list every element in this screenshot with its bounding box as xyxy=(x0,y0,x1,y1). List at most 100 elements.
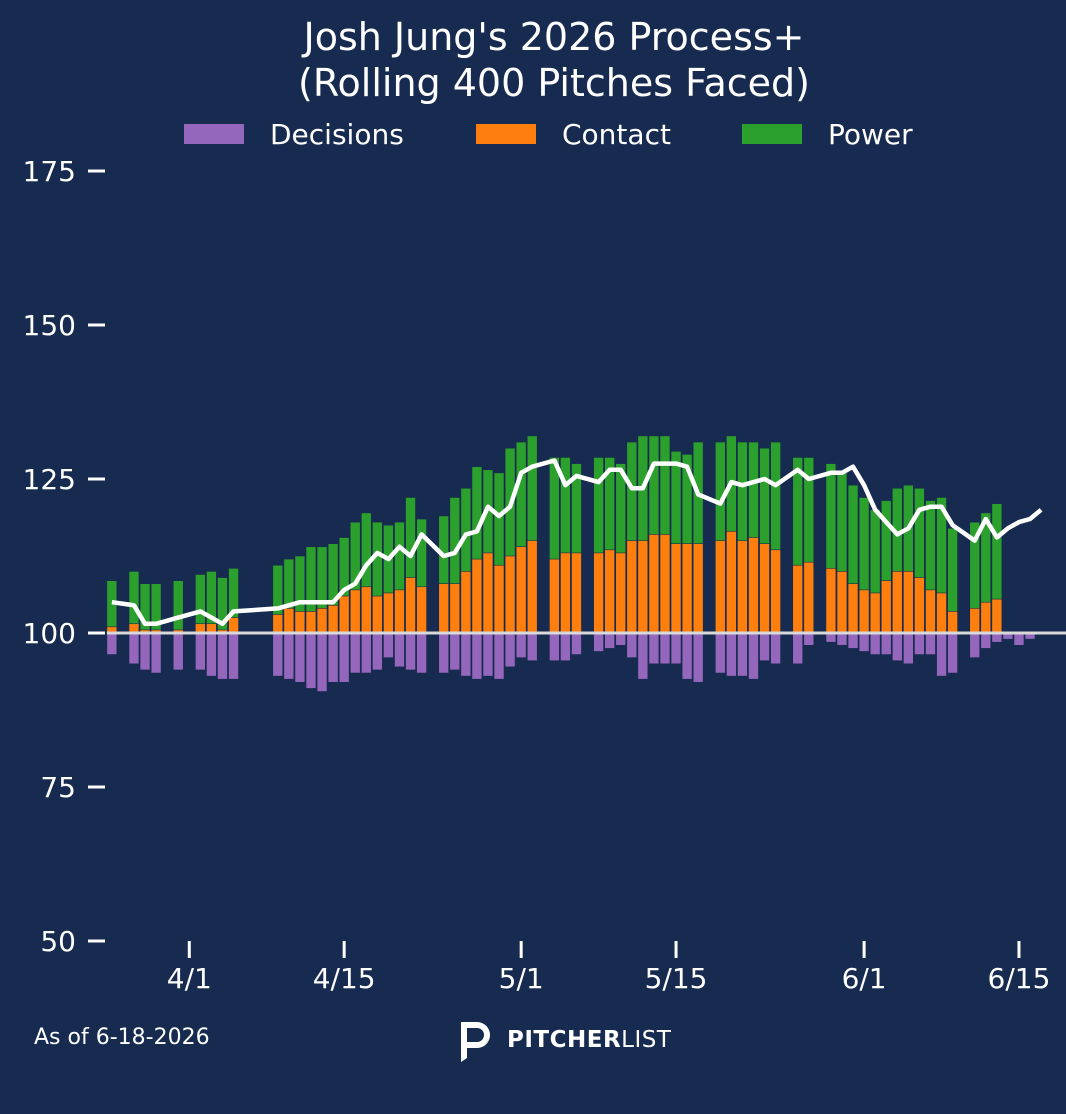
contact-bar xyxy=(449,583,461,634)
contact-bar xyxy=(272,614,284,634)
decisions-bar xyxy=(903,632,914,665)
decisions-bar xyxy=(692,632,704,683)
logo-text-bold: PITCHER xyxy=(507,1027,622,1053)
decisions-bar xyxy=(571,632,582,655)
y-tick-label: 100 xyxy=(23,617,76,650)
contact-bar xyxy=(526,540,538,634)
contact-bar xyxy=(327,604,339,634)
decisions-bar xyxy=(869,632,881,655)
decisions-bar xyxy=(593,632,604,652)
contact-bar xyxy=(515,546,527,634)
x-tick-label: 4/15 xyxy=(313,962,376,995)
decisions-bar xyxy=(737,632,748,677)
contact-bar xyxy=(803,561,815,634)
contact-bars xyxy=(106,531,1003,634)
chart-title-line-1: Josh Jung's 2026 Process+ xyxy=(301,15,804,59)
contact-bar xyxy=(969,608,981,634)
contact-bar xyxy=(659,534,671,634)
decisions-bar xyxy=(615,632,627,646)
decisions-bar xyxy=(748,632,759,680)
contact-bar xyxy=(394,589,405,634)
y-tick-label: 75 xyxy=(40,771,76,804)
chart-legend: Decisions Contact Power xyxy=(184,118,913,151)
decisions-bar xyxy=(858,632,870,652)
y-axis: 175 150 125 100 75 50 xyxy=(23,155,105,958)
decisions-bar xyxy=(515,632,527,658)
contact-bar xyxy=(460,571,472,634)
decisions-bar xyxy=(914,632,925,655)
legend-label-decisions: Decisions xyxy=(270,118,404,151)
contact-bar xyxy=(493,564,505,634)
contact-bar xyxy=(825,568,837,634)
decisions-bar xyxy=(770,632,781,665)
contact-bar xyxy=(770,549,781,634)
decisions-bar xyxy=(272,632,284,677)
decisions-bar xyxy=(847,632,859,649)
contact-bar xyxy=(383,592,394,634)
decisions-bars xyxy=(106,632,1036,692)
decisions-bar xyxy=(394,632,405,668)
x-tick-label: 5/1 xyxy=(499,962,544,995)
x-tick-label: 5/15 xyxy=(645,962,708,995)
x-tick-label: 6/1 xyxy=(842,962,887,995)
contact-bar xyxy=(715,540,726,634)
contact-bar xyxy=(847,583,859,634)
decisions-bar xyxy=(836,632,848,646)
contact-bar xyxy=(726,531,737,634)
contact-bar xyxy=(405,577,416,634)
decisions-bar xyxy=(172,632,184,671)
contact-bar xyxy=(869,592,881,634)
contact-bar xyxy=(980,601,992,634)
decisions-bar xyxy=(195,632,206,671)
contact-bar xyxy=(228,617,239,634)
contact-bar xyxy=(560,552,571,634)
contact-bar xyxy=(880,580,892,634)
contact-bar xyxy=(316,608,328,634)
decisions-bar xyxy=(471,632,483,680)
decisions-bar xyxy=(460,632,472,677)
contact-bar xyxy=(615,552,627,634)
contact-bar xyxy=(914,577,925,634)
pitcherlist-wordmark: PITCHERLIST xyxy=(507,1027,671,1053)
decisions-bar xyxy=(327,632,339,683)
decisions-bar xyxy=(659,632,671,665)
decisions-bar xyxy=(803,632,815,646)
contact-bar xyxy=(903,571,914,634)
contact-bar xyxy=(936,592,947,634)
contact-bar xyxy=(549,558,560,634)
decisions-bar xyxy=(969,632,981,658)
contact-bar xyxy=(792,564,804,634)
decisions-bar xyxy=(980,632,992,649)
contact-bar xyxy=(892,571,903,634)
decisions-bar xyxy=(150,632,162,674)
y-tick-label: 175 xyxy=(23,155,76,188)
decisions-bar xyxy=(217,632,228,680)
contact-bar xyxy=(626,540,638,634)
contact-bar xyxy=(338,595,350,634)
legend-label-power: Power xyxy=(828,118,913,151)
decisions-bar xyxy=(715,632,726,674)
contact-bar xyxy=(593,552,604,634)
decisions-bar xyxy=(139,632,151,671)
decisions-bar xyxy=(792,632,804,665)
decisions-bar xyxy=(438,632,450,674)
decisions-bar xyxy=(493,632,505,680)
decisions-bar xyxy=(604,632,615,649)
legend-swatch-power xyxy=(742,124,802,144)
contact-bar xyxy=(471,558,483,634)
contact-bar xyxy=(361,586,372,634)
decisions-bar xyxy=(482,632,494,677)
contact-bar xyxy=(604,549,615,634)
decisions-bar xyxy=(626,632,638,658)
x-axis: 4/1 4/15 5/1 5/15 6/1 6/15 xyxy=(167,941,1050,995)
contact-bar xyxy=(504,555,516,634)
decisions-bar xyxy=(637,632,649,680)
chart-title-line-2: (Rolling 400 Pitches Faced) xyxy=(298,61,810,105)
decisions-bar xyxy=(526,632,538,662)
decisions-bar xyxy=(106,632,118,655)
contact-bar xyxy=(670,543,682,634)
contact-bar xyxy=(737,540,748,634)
decisions-bar xyxy=(283,632,295,680)
y-tick-label: 150 xyxy=(23,309,76,342)
